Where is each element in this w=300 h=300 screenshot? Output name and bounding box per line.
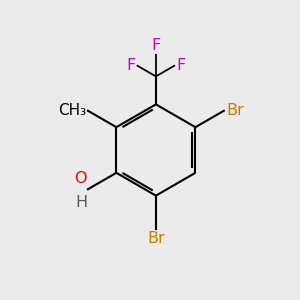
Text: F: F	[126, 58, 136, 73]
Text: F: F	[151, 38, 160, 53]
Text: O: O	[74, 171, 86, 186]
Text: F: F	[176, 58, 185, 73]
Text: H: H	[76, 195, 88, 210]
Text: Br: Br	[226, 103, 244, 118]
Text: CH₃: CH₃	[58, 103, 86, 118]
Text: Br: Br	[147, 231, 165, 246]
